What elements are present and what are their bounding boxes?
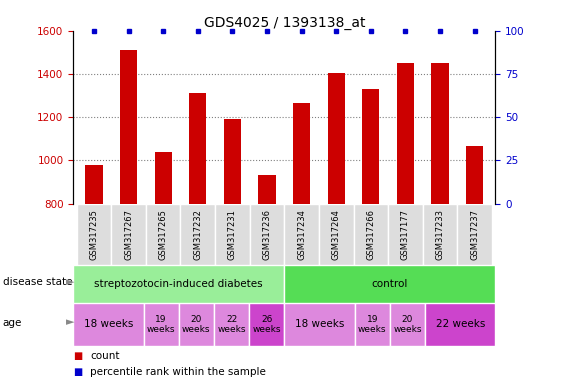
- Text: GSM317236: GSM317236: [262, 209, 271, 260]
- Bar: [284, 265, 495, 303]
- Bar: [284, 204, 319, 265]
- Text: GSM317265: GSM317265: [159, 209, 168, 260]
- Bar: [73, 303, 144, 346]
- Bar: [388, 204, 423, 265]
- Bar: [73, 265, 284, 303]
- Bar: [362, 89, 379, 204]
- Bar: [425, 303, 495, 346]
- Text: ►: ►: [66, 277, 75, 287]
- Bar: [397, 63, 414, 204]
- Text: GSM317267: GSM317267: [124, 209, 133, 260]
- Text: ■: ■: [73, 351, 82, 361]
- Bar: [457, 204, 492, 265]
- Bar: [284, 303, 355, 346]
- Text: 18 weeks: 18 weeks: [84, 319, 133, 329]
- Text: ■: ■: [73, 367, 82, 377]
- Bar: [249, 303, 284, 346]
- Text: GSM317177: GSM317177: [401, 209, 410, 260]
- Bar: [111, 204, 146, 265]
- Bar: [86, 165, 102, 204]
- Text: 20
weeks: 20 weeks: [182, 315, 211, 334]
- Text: GSM317266: GSM317266: [367, 209, 376, 260]
- Text: 20
weeks: 20 weeks: [393, 315, 422, 334]
- Bar: [319, 204, 354, 265]
- Text: 19
weeks: 19 weeks: [358, 315, 387, 334]
- Bar: [293, 103, 310, 204]
- Text: percentile rank within the sample: percentile rank within the sample: [90, 367, 266, 377]
- Bar: [390, 303, 425, 346]
- Bar: [328, 73, 345, 204]
- Bar: [250, 204, 284, 265]
- Text: 22
weeks: 22 weeks: [217, 315, 246, 334]
- Text: GSM317235: GSM317235: [90, 209, 99, 260]
- Bar: [215, 204, 250, 265]
- Bar: [179, 303, 214, 346]
- Text: GSM317264: GSM317264: [332, 209, 341, 260]
- Bar: [354, 204, 388, 265]
- Text: GSM317233: GSM317233: [436, 209, 445, 260]
- Text: 18 weeks: 18 weeks: [295, 319, 344, 329]
- Text: age: age: [3, 318, 22, 328]
- Bar: [214, 303, 249, 346]
- Text: disease state: disease state: [3, 277, 72, 287]
- Text: GSM317231: GSM317231: [228, 209, 237, 260]
- Bar: [431, 63, 449, 204]
- Text: ►: ►: [66, 318, 75, 328]
- Text: count: count: [90, 351, 119, 361]
- Text: GSM317237: GSM317237: [470, 209, 479, 260]
- Bar: [144, 303, 179, 346]
- Bar: [189, 93, 207, 204]
- Bar: [120, 50, 137, 204]
- Text: GSM317234: GSM317234: [297, 209, 306, 260]
- Bar: [146, 204, 181, 265]
- Text: streptozotocin-induced diabetes: streptozotocin-induced diabetes: [95, 279, 263, 289]
- Bar: [466, 146, 483, 204]
- Bar: [423, 204, 457, 265]
- Text: 19
weeks: 19 weeks: [147, 315, 176, 334]
- Text: 22 weeks: 22 weeks: [436, 319, 485, 329]
- Title: GDS4025 / 1393138_at: GDS4025 / 1393138_at: [204, 16, 365, 30]
- Bar: [258, 175, 276, 204]
- Bar: [154, 152, 172, 204]
- Text: GSM317232: GSM317232: [193, 209, 202, 260]
- Bar: [181, 204, 215, 265]
- Bar: [224, 119, 241, 204]
- Text: 26
weeks: 26 weeks: [252, 315, 281, 334]
- Bar: [77, 204, 111, 265]
- Bar: [355, 303, 390, 346]
- Text: control: control: [372, 279, 408, 289]
